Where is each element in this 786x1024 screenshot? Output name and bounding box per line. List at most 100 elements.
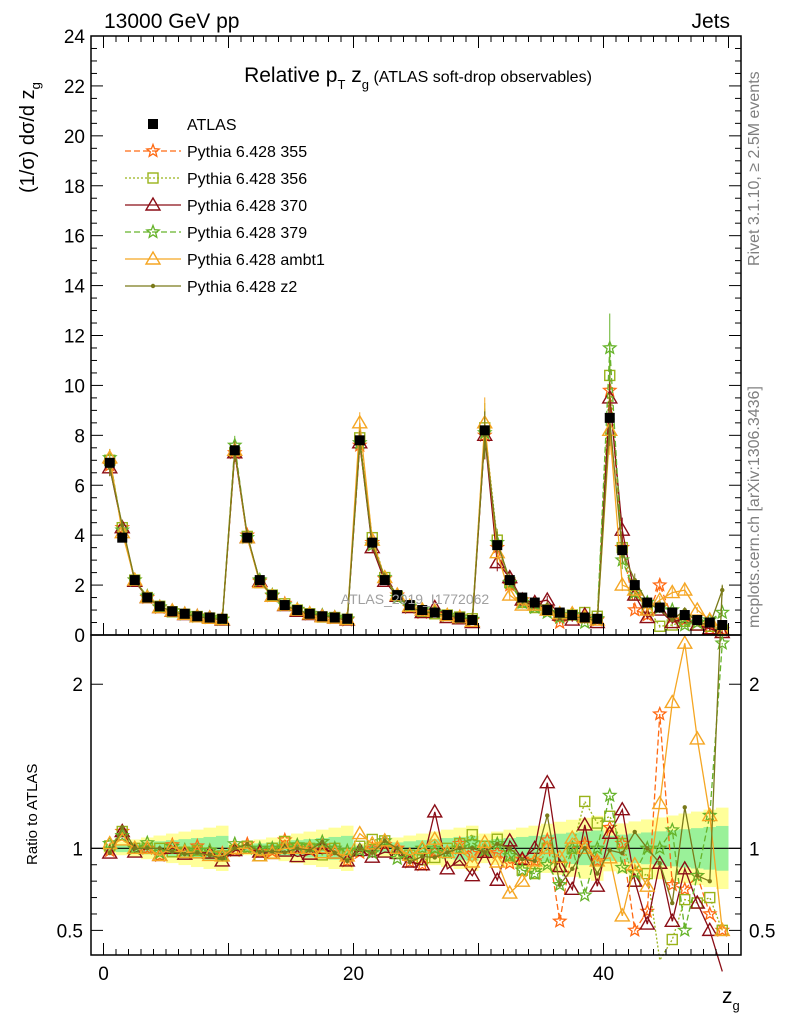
ratio-point bbox=[414, 839, 431, 856]
ratio-point bbox=[551, 913, 568, 928]
ratio-point bbox=[432, 855, 437, 860]
legend-marker bbox=[145, 142, 161, 158]
y-tick-label: 16 bbox=[64, 227, 85, 248]
ratio-point bbox=[476, 833, 493, 849]
atlas-point bbox=[129, 575, 140, 586]
ratio-point bbox=[607, 848, 612, 853]
atlas-point bbox=[679, 610, 690, 621]
ratio-point bbox=[601, 824, 618, 839]
ratio-point bbox=[320, 839, 325, 844]
legend-marker bbox=[144, 250, 162, 265]
atlas-point bbox=[304, 608, 315, 619]
ratio-point bbox=[626, 856, 643, 871]
ratio-point bbox=[139, 839, 156, 855]
y-tick-label: 4 bbox=[74, 526, 85, 547]
ratio-point bbox=[604, 810, 616, 822]
ratio-point bbox=[651, 705, 668, 721]
series-point bbox=[501, 586, 518, 601]
ratio-point bbox=[151, 847, 168, 862]
ratio-point bbox=[289, 848, 306, 863]
ratio-point bbox=[620, 850, 625, 856]
ratio-point bbox=[464, 845, 481, 861]
ratio-point bbox=[139, 834, 156, 850]
series-point bbox=[514, 596, 531, 611]
ratio-point bbox=[570, 866, 575, 872]
ratio-point bbox=[357, 846, 362, 851]
ratio-point bbox=[457, 846, 462, 851]
ratio-point bbox=[289, 839, 306, 855]
y-tick-label: 10 bbox=[64, 376, 85, 397]
ratio-point bbox=[589, 877, 606, 892]
atlas-point bbox=[442, 610, 453, 621]
atlas-point bbox=[229, 445, 240, 456]
ratio-point bbox=[501, 884, 518, 899]
ratio-point bbox=[601, 787, 618, 803]
ratio-point bbox=[466, 828, 478, 841]
atlas-point bbox=[392, 590, 403, 601]
analysis-watermark: ATLAS_2019_I1772062 bbox=[341, 591, 490, 607]
ratio-point bbox=[126, 839, 143, 856]
atlas-series bbox=[104, 412, 728, 631]
series-point bbox=[601, 339, 618, 355]
ratio-point bbox=[626, 864, 643, 880]
series-point bbox=[489, 554, 506, 569]
x-tick-label: 40 bbox=[593, 964, 614, 985]
ratio-point bbox=[464, 867, 481, 882]
ratio-point bbox=[332, 850, 337, 856]
ratio-point bbox=[639, 877, 656, 892]
y-tick-label: 2 bbox=[74, 576, 85, 597]
legend-marker-atlas bbox=[148, 119, 158, 129]
legend-label: Pythia 6.428 ambt1 bbox=[187, 252, 325, 269]
ratio-point bbox=[114, 827, 131, 843]
y-axis-label: (1/σ) dσ/d zg bbox=[17, 82, 43, 193]
atlas-point bbox=[617, 545, 628, 556]
ratio-point bbox=[526, 865, 543, 881]
legend-label-atlas: ATLAS bbox=[187, 117, 237, 134]
ratio-point bbox=[464, 853, 481, 868]
ratio-point bbox=[445, 850, 450, 855]
ratio-point bbox=[670, 900, 675, 906]
series-point bbox=[670, 617, 675, 623]
y-tick-label: 22 bbox=[64, 77, 85, 98]
ratio-point bbox=[351, 842, 368, 858]
ratio-point bbox=[451, 851, 468, 866]
ratio-point bbox=[501, 832, 518, 847]
ratio-point bbox=[239, 839, 256, 855]
atlas-point bbox=[279, 600, 290, 611]
legend-label: Pythia 6.428 z2 bbox=[187, 279, 297, 296]
ratio-point bbox=[639, 839, 656, 856]
ratio-point bbox=[101, 835, 118, 850]
series-point bbox=[664, 614, 681, 629]
x-tick-label: 20 bbox=[343, 964, 364, 985]
ratio-point bbox=[132, 846, 137, 851]
atlas-point bbox=[104, 457, 115, 468]
atlas-point bbox=[192, 611, 203, 622]
ratio-point bbox=[270, 849, 275, 854]
x-tick-label: 0 bbox=[98, 964, 109, 985]
ratio-point bbox=[345, 858, 350, 864]
ratio-point bbox=[514, 872, 531, 887]
ratio-tick-label: 0.5 bbox=[57, 921, 83, 942]
ratio-point bbox=[589, 839, 606, 856]
ratio-point bbox=[557, 882, 562, 888]
ratio-point bbox=[576, 886, 593, 902]
atlas-point bbox=[417, 605, 428, 616]
legend-marker bbox=[145, 223, 161, 239]
ratio-point bbox=[439, 860, 456, 875]
atlas-point bbox=[517, 592, 528, 603]
ratio-point bbox=[407, 859, 412, 865]
atlas-point bbox=[654, 602, 665, 613]
ratio-point bbox=[282, 850, 287, 855]
atlas-point bbox=[154, 601, 165, 612]
ratio-point bbox=[614, 859, 631, 875]
y-tick-label: 20 bbox=[64, 127, 85, 148]
ratio-point bbox=[126, 839, 143, 855]
series-line-ratio bbox=[109, 643, 723, 931]
ratio-point bbox=[170, 849, 175, 854]
series-point bbox=[614, 576, 631, 591]
atlas-point bbox=[717, 620, 728, 631]
ratio-point bbox=[682, 805, 687, 810]
ratio-point bbox=[107, 850, 112, 856]
ratio-point bbox=[389, 839, 406, 855]
ratio-point bbox=[189, 844, 206, 859]
